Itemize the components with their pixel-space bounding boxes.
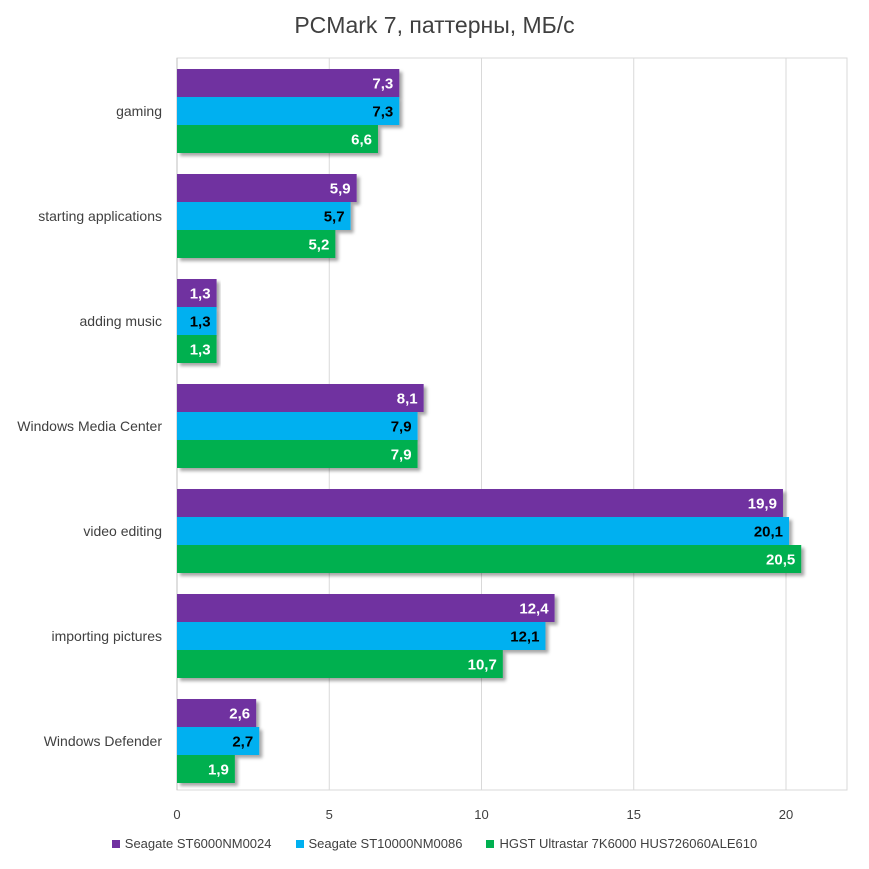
- data-label: 10,7: [468, 657, 497, 674]
- bar: [177, 335, 217, 363]
- legend-label: Seagate ST10000NM0086: [308, 836, 463, 851]
- category-label: Windows Defender: [44, 733, 163, 749]
- x-tick-label: 5: [326, 807, 333, 822]
- legend-item: Seagate ST10000NM0086: [295, 836, 463, 851]
- bar: [177, 650, 503, 678]
- bar: [177, 174, 357, 202]
- category-label: adding music: [80, 313, 163, 329]
- data-label: 2,6: [229, 706, 250, 723]
- bar: [177, 202, 351, 230]
- data-label: 20,5: [766, 552, 795, 569]
- x-tick-label: 20: [779, 807, 793, 822]
- bar: [177, 545, 802, 573]
- data-label: 7,9: [391, 447, 412, 464]
- bar: [177, 517, 790, 545]
- data-label: 5,9: [330, 181, 351, 198]
- category-label: video editing: [83, 523, 162, 539]
- bar: [177, 489, 783, 517]
- bar: [177, 384, 424, 412]
- bar: [177, 230, 336, 258]
- x-tick-label: 15: [627, 807, 641, 822]
- bar: [177, 440, 418, 468]
- bar: [177, 622, 546, 650]
- chart-title: PCMark 7, паттерны, МБ/с: [294, 12, 575, 38]
- category-label: starting applications: [38, 208, 162, 224]
- data-label: 6,6: [351, 132, 372, 149]
- legend-swatch: [486, 839, 495, 848]
- data-label: 12,1: [510, 629, 539, 646]
- data-label: 12,4: [519, 601, 549, 618]
- x-tick-label: 0: [173, 807, 180, 822]
- legend-label: HGST Ultrastar 7K6000 HUS726060ALE610: [499, 836, 758, 851]
- data-label: 2,7: [232, 734, 253, 751]
- data-label: 5,7: [324, 209, 345, 226]
- x-tick-label: 10: [474, 807, 488, 822]
- bar: [177, 97, 400, 125]
- data-label: 7,3: [372, 76, 393, 93]
- category-label: Windows Media Center: [17, 418, 162, 434]
- data-label: 19,9: [748, 496, 777, 513]
- bar: [177, 279, 217, 307]
- legend-item: HGST Ultrastar 7K6000 HUS726060ALE610: [486, 836, 757, 851]
- data-label: 1,3: [190, 342, 211, 359]
- bar: [177, 755, 235, 783]
- legend-item: Seagate ST6000NM0024: [111, 836, 272, 851]
- category-label: gaming: [116, 103, 162, 119]
- bar: [177, 69, 400, 97]
- category-label: importing pictures: [52, 628, 163, 644]
- bar: [177, 699, 257, 727]
- data-label: 20,1: [754, 524, 783, 541]
- legend-swatch: [295, 839, 304, 848]
- bar: [177, 594, 555, 622]
- bar: [177, 125, 378, 153]
- data-label: 7,3: [372, 104, 393, 121]
- data-label: 1,9: [208, 762, 229, 779]
- legend-label: Seagate ST6000NM0024: [124, 836, 272, 851]
- data-label: 1,3: [190, 314, 211, 331]
- bar: [177, 307, 217, 335]
- data-label: 7,9: [391, 419, 412, 436]
- bar: [177, 727, 260, 755]
- bar: [177, 412, 418, 440]
- chart-legend: Seagate ST6000NM0024 Seagate ST10000NM008…: [0, 836, 869, 851]
- data-label: 5,2: [308, 237, 329, 254]
- data-label: 1,3: [190, 286, 211, 303]
- legend-swatch: [111, 839, 120, 848]
- data-label: 8,1: [397, 391, 418, 408]
